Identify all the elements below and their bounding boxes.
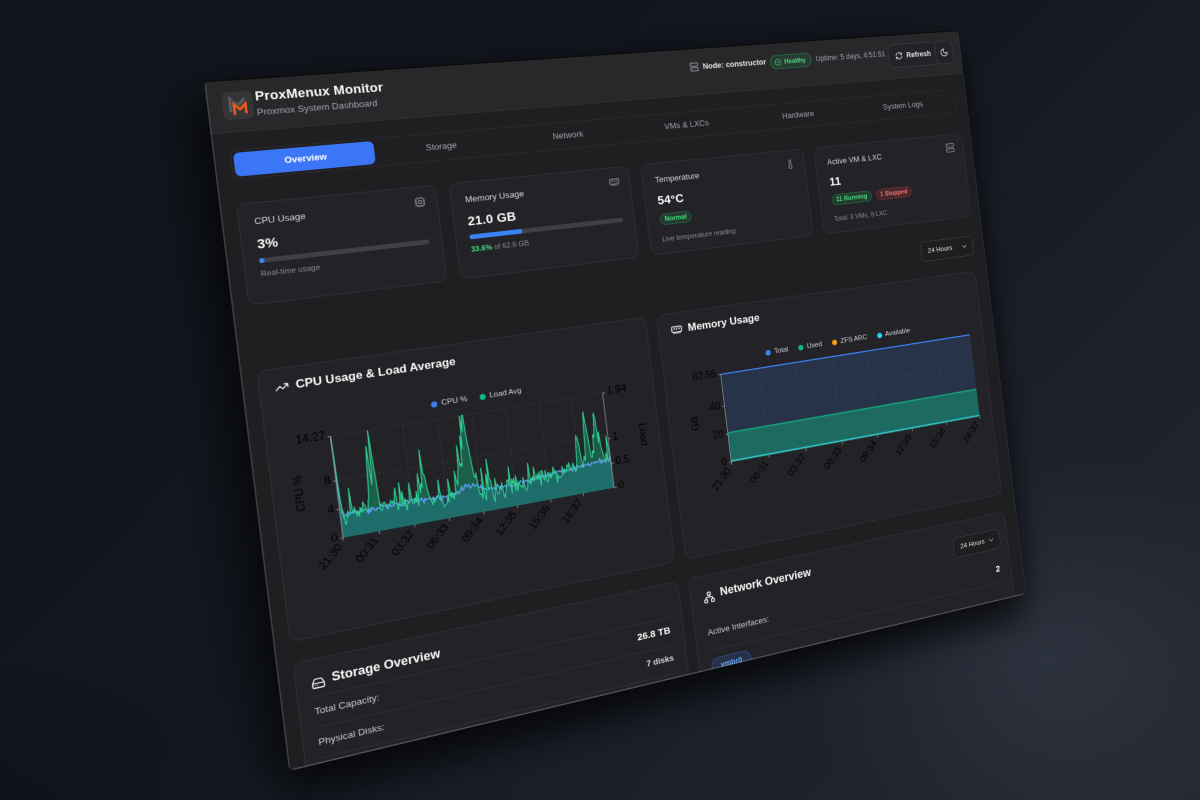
svg-text:12:35: 12:35	[493, 509, 520, 538]
svg-text:06:33: 06:33	[424, 521, 452, 551]
svg-text:40: 40	[709, 400, 721, 413]
svg-text:15:36: 15:36	[526, 503, 552, 532]
svg-text:09:34: 09:34	[858, 438, 880, 464]
svg-text:62.56: 62.56	[692, 368, 718, 383]
svg-text:0: 0	[721, 456, 728, 468]
svg-text:00:31: 00:31	[748, 458, 771, 485]
svg-text:21:30: 21:30	[316, 541, 345, 572]
svg-text:18:37: 18:37	[559, 497, 585, 526]
svg-text:0.5: 0.5	[615, 453, 631, 467]
svg-text:0: 0	[330, 531, 338, 545]
svg-text:Load: Load	[636, 422, 650, 446]
svg-text:0: 0	[618, 479, 625, 492]
svg-text:00:31: 00:31	[353, 534, 382, 564]
svg-text:1.94: 1.94	[606, 382, 627, 397]
svg-text:06:33: 06:33	[822, 445, 844, 472]
svg-text:18:37: 18:37	[961, 419, 981, 445]
svg-text:20: 20	[712, 428, 724, 441]
svg-text:14.27: 14.27	[295, 430, 326, 447]
svg-text:1: 1	[612, 430, 619, 443]
svg-text:21:30: 21:30	[710, 465, 734, 493]
svg-text:8: 8	[323, 474, 331, 488]
svg-text:15:36: 15:36	[927, 425, 948, 451]
svg-text:09:34: 09:34	[459, 515, 486, 545]
svg-text:GB: GB	[689, 415, 702, 431]
svg-text:03:32: 03:32	[389, 528, 417, 558]
svg-text:03:32: 03:32	[785, 451, 808, 478]
svg-text:12:35: 12:35	[893, 432, 914, 458]
svg-text:4: 4	[327, 503, 335, 517]
svg-text:CPU %: CPU %	[290, 474, 308, 513]
